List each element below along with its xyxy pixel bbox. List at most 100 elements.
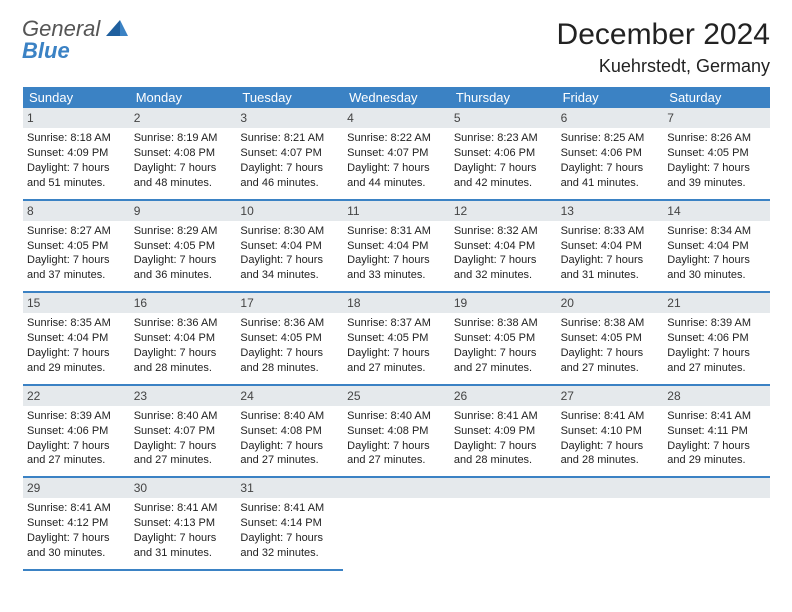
day-cell: 28Sunrise: 8:41 AMSunset: 4:11 PMDayligh… — [663, 386, 770, 479]
sunrise-text: Sunrise: 8:29 AM — [134, 224, 233, 239]
sunset-text: Sunset: 4:10 PM — [561, 424, 660, 439]
sunset-text: Sunset: 4:04 PM — [454, 239, 553, 254]
day-cell: 20Sunrise: 8:38 AMSunset: 4:05 PMDayligh… — [557, 293, 664, 386]
sunset-text: Sunset: 4:08 PM — [240, 424, 339, 439]
daylight-text: and 27 minutes. — [27, 453, 126, 468]
daylight-text: and 42 minutes. — [454, 176, 553, 191]
daylight-text: and 39 minutes. — [667, 176, 766, 191]
sunrise-text: Sunrise: 8:39 AM — [27, 409, 126, 424]
day-cell: 15Sunrise: 8:35 AMSunset: 4:04 PMDayligh… — [23, 293, 130, 386]
daylight-text: and 28 minutes. — [454, 453, 553, 468]
daylight-text: Daylight: 7 hours — [27, 253, 126, 268]
day-number: 21 — [663, 293, 770, 313]
daylight-text: Daylight: 7 hours — [454, 346, 553, 361]
daylight-text: and 27 minutes. — [347, 361, 446, 376]
sunrise-text: Sunrise: 8:40 AM — [347, 409, 446, 424]
sunrise-text: Sunrise: 8:36 AM — [240, 316, 339, 331]
daylight-text: and 31 minutes. — [561, 268, 660, 283]
sunset-text: Sunset: 4:04 PM — [561, 239, 660, 254]
day-cell: 23Sunrise: 8:40 AMSunset: 4:07 PMDayligh… — [130, 386, 237, 479]
daylight-text: and 29 minutes. — [27, 361, 126, 376]
daylight-text: and 29 minutes. — [667, 453, 766, 468]
daylight-text: and 41 minutes. — [561, 176, 660, 191]
daylight-text: Daylight: 7 hours — [347, 439, 446, 454]
daylight-text: Daylight: 7 hours — [561, 253, 660, 268]
sunset-text: Sunset: 4:07 PM — [134, 424, 233, 439]
sunrise-text: Sunrise: 8:23 AM — [454, 131, 553, 146]
day-cell: 17Sunrise: 8:36 AMSunset: 4:05 PMDayligh… — [236, 293, 343, 386]
day-cell: 8Sunrise: 8:27 AMSunset: 4:05 PMDaylight… — [23, 201, 130, 294]
daylight-text: Daylight: 7 hours — [240, 439, 339, 454]
day-number: 16 — [130, 293, 237, 313]
sunrise-text: Sunrise: 8:41 AM — [27, 501, 126, 516]
daylight-text: Daylight: 7 hours — [240, 161, 339, 176]
day-number: 23 — [130, 386, 237, 406]
logo-word-2: Blue — [22, 38, 70, 63]
day-cell: 31Sunrise: 8:41 AMSunset: 4:14 PMDayligh… — [236, 478, 343, 571]
sunrise-text: Sunrise: 8:38 AM — [561, 316, 660, 331]
day-number: 22 — [23, 386, 130, 406]
sunset-text: Sunset: 4:05 PM — [561, 331, 660, 346]
daylight-text: and 33 minutes. — [347, 268, 446, 283]
sunrise-text: Sunrise: 8:37 AM — [347, 316, 446, 331]
day-number: 3 — [236, 108, 343, 128]
day-number: 1 — [23, 108, 130, 128]
day-number: 8 — [23, 201, 130, 221]
sunrise-text: Sunrise: 8:38 AM — [454, 316, 553, 331]
day-cell: 2Sunrise: 8:19 AMSunset: 4:08 PMDaylight… — [130, 108, 237, 201]
sunrise-text: Sunrise: 8:21 AM — [240, 131, 339, 146]
day-number: 7 — [663, 108, 770, 128]
day-cell: 24Sunrise: 8:40 AMSunset: 4:08 PMDayligh… — [236, 386, 343, 479]
day-cell: 30Sunrise: 8:41 AMSunset: 4:13 PMDayligh… — [130, 478, 237, 571]
sunset-text: Sunset: 4:06 PM — [561, 146, 660, 161]
day-number: 29 — [23, 478, 130, 498]
weekday-header: Tuesday — [236, 87, 343, 108]
sunset-text: Sunset: 4:07 PM — [240, 146, 339, 161]
day-cell: 14Sunrise: 8:34 AMSunset: 4:04 PMDayligh… — [663, 201, 770, 294]
daylight-text: and 30 minutes. — [667, 268, 766, 283]
sunset-text: Sunset: 4:05 PM — [454, 331, 553, 346]
day-cell — [663, 478, 770, 571]
day-number: 28 — [663, 386, 770, 406]
daylight-text: and 27 minutes. — [561, 361, 660, 376]
sunset-text: Sunset: 4:09 PM — [454, 424, 553, 439]
day-cell: 25Sunrise: 8:40 AMSunset: 4:08 PMDayligh… — [343, 386, 450, 479]
sunset-text: Sunset: 4:14 PM — [240, 516, 339, 531]
daylight-text: Daylight: 7 hours — [667, 161, 766, 176]
day-number: 5 — [450, 108, 557, 128]
daylight-text: Daylight: 7 hours — [240, 531, 339, 546]
daylight-text: Daylight: 7 hours — [27, 439, 126, 454]
sunrise-text: Sunrise: 8:30 AM — [240, 224, 339, 239]
day-number: 11 — [343, 201, 450, 221]
sunset-text: Sunset: 4:05 PM — [347, 331, 446, 346]
day-cell: 7Sunrise: 8:26 AMSunset: 4:05 PMDaylight… — [663, 108, 770, 201]
daylight-text: Daylight: 7 hours — [347, 161, 446, 176]
sunset-text: Sunset: 4:07 PM — [347, 146, 446, 161]
logo-mark-icon — [106, 18, 128, 40]
daylight-text: and 31 minutes. — [134, 546, 233, 561]
day-number: 10 — [236, 201, 343, 221]
daylight-text: and 44 minutes. — [347, 176, 446, 191]
sunset-text: Sunset: 4:05 PM — [240, 331, 339, 346]
weekday-header: Wednesday — [343, 87, 450, 108]
day-cell: 19Sunrise: 8:38 AMSunset: 4:05 PMDayligh… — [450, 293, 557, 386]
day-cell: 1Sunrise: 8:18 AMSunset: 4:09 PMDaylight… — [23, 108, 130, 201]
sunrise-text: Sunrise: 8:41 AM — [454, 409, 553, 424]
sunrise-text: Sunrise: 8:26 AM — [667, 131, 766, 146]
sunset-text: Sunset: 4:12 PM — [27, 516, 126, 531]
day-cell: 9Sunrise: 8:29 AMSunset: 4:05 PMDaylight… — [130, 201, 237, 294]
sunset-text: Sunset: 4:06 PM — [454, 146, 553, 161]
sunset-text: Sunset: 4:04 PM — [27, 331, 126, 346]
day-number: 31 — [236, 478, 343, 498]
day-cell: 10Sunrise: 8:30 AMSunset: 4:04 PMDayligh… — [236, 201, 343, 294]
day-number: 18 — [343, 293, 450, 313]
day-number: 24 — [236, 386, 343, 406]
sunrise-text: Sunrise: 8:41 AM — [667, 409, 766, 424]
sunset-text: Sunset: 4:06 PM — [667, 331, 766, 346]
logo: General Blue — [22, 18, 128, 62]
day-number: 20 — [557, 293, 664, 313]
weekday-header: Saturday — [663, 87, 770, 108]
page-header: General Blue December 2024 Kuehrstedt, G… — [22, 18, 770, 77]
daylight-text: and 27 minutes. — [347, 453, 446, 468]
day-number: 26 — [450, 386, 557, 406]
